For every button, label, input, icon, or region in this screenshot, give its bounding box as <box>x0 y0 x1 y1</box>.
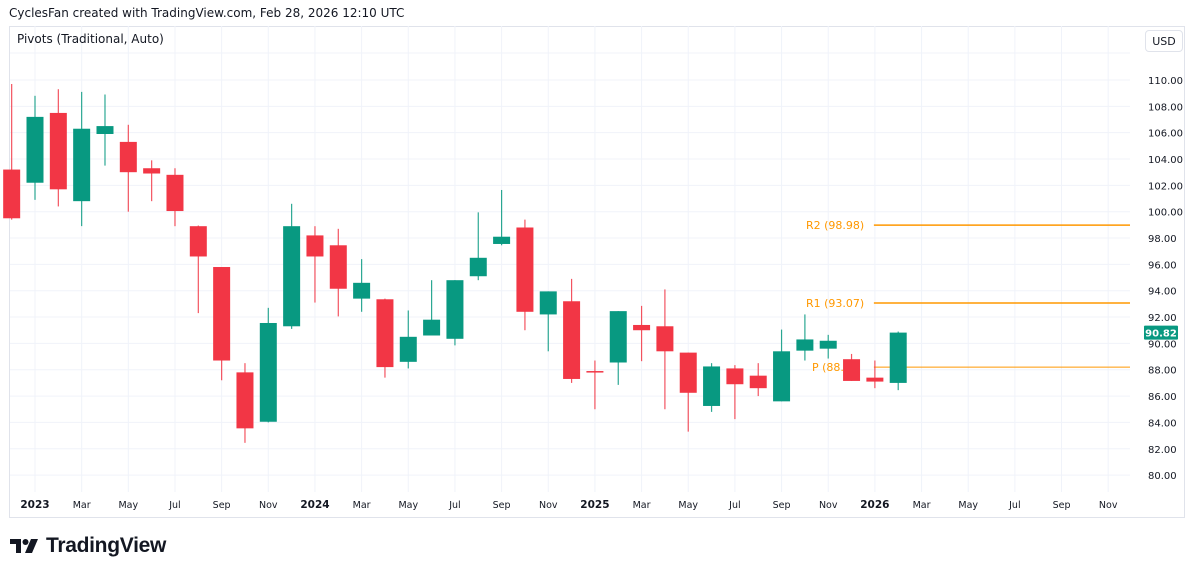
candle-body-down <box>563 301 581 379</box>
candle-body-up <box>609 311 627 363</box>
pivot-label-r1: R1 (93.07) <box>806 297 864 310</box>
tradingview-logo-icon <box>10 539 38 553</box>
price-tick-label: 88.00 <box>1148 366 1177 377</box>
time-tick-label: Jul <box>1008 500 1020 511</box>
candle-body-down <box>633 324 651 331</box>
currency-button[interactable]: USD <box>1145 30 1183 52</box>
candle-body-up <box>796 339 814 351</box>
candle-body-down <box>166 174 184 212</box>
time-axis: 2023 Mar May Jul Sep Nov 2024 Mar May Jul Sep Nov 20… <box>20 499 1117 511</box>
time-tick-label: May <box>118 500 138 511</box>
time-tick-label: Nov <box>539 500 558 511</box>
candle-body-down <box>49 112 67 190</box>
candle-body-up <box>423 319 441 336</box>
indicator-legend[interactable]: Pivots (Traditional, Auto) <box>17 32 164 46</box>
candle-body-down <box>306 235 324 257</box>
time-tick-label: Sep <box>773 500 791 511</box>
price-tick-label: 94.00 <box>1148 287 1177 298</box>
tradingview-logo[interactable]: TradingView <box>10 534 166 558</box>
time-tick-label: 2025 <box>580 499 609 511</box>
time-tick-label: Mar <box>913 500 931 511</box>
price-tick-label: 92.00 <box>1148 313 1177 324</box>
candle-body-down <box>843 359 861 381</box>
candle-body-up <box>819 340 837 349</box>
candle-body-down <box>329 245 347 289</box>
candle-body-up <box>283 226 301 327</box>
price-tick-label: 104.00 <box>1148 155 1183 166</box>
candle-body-down <box>656 326 674 352</box>
chart-frame <box>9 26 1185 518</box>
price-tick-label: 90.00 <box>1148 339 1177 350</box>
time-tick-label: May <box>678 500 698 511</box>
time-tick-label: Mar <box>73 500 91 511</box>
last-price-label: 90.82 <box>1145 329 1177 340</box>
candle-body-down <box>516 227 534 312</box>
tradingview-logo-text: TradingView <box>46 534 167 557</box>
time-tick-label: Sep <box>1053 500 1071 511</box>
candle-body-down <box>143 168 161 174</box>
time-tick-label: 2023 <box>20 499 49 511</box>
price-tick-label: 80.00 <box>1148 471 1177 482</box>
price-tick-label: 96.00 <box>1148 260 1177 271</box>
candle-body-up <box>96 126 114 134</box>
time-tick-label: Jul <box>728 500 740 511</box>
candle-body-down <box>213 267 231 361</box>
candle-body-down <box>236 372 254 429</box>
candle-body-down <box>3 169 21 219</box>
pivot-label-r2: R2 (98.98) <box>806 219 864 232</box>
candle-body-up <box>703 366 721 406</box>
candles <box>3 83 907 443</box>
candle-body-up <box>259 322 277 422</box>
candle-body-down <box>726 368 744 385</box>
price-tick-label: 84.00 <box>1148 418 1177 429</box>
time-tick-label: Nov <box>259 500 278 511</box>
time-tick-label: Sep <box>213 500 231 511</box>
price-tick-label: 82.00 <box>1148 445 1177 456</box>
time-tick-label: Jul <box>448 500 460 511</box>
candle-body-up <box>26 116 44 183</box>
candle-body-up <box>73 128 91 202</box>
last-price-marker: 90.82 <box>1144 325 1178 340</box>
price-tick-label: 100.00 <box>1148 208 1183 219</box>
price-tick-label: 98.00 <box>1148 234 1177 245</box>
candle-body-up <box>889 332 907 383</box>
candle-body-down <box>866 377 884 382</box>
last-price-badge <box>1144 325 1178 340</box>
candle-body-down <box>376 299 394 368</box>
time-tick-label: Nov <box>819 500 838 511</box>
price-tick-label: 102.00 <box>1148 181 1183 192</box>
price-tick-label: 108.00 <box>1148 102 1183 113</box>
candle-body-down <box>119 141 137 173</box>
time-tick-label: Nov <box>1099 500 1118 511</box>
candle-body-up <box>469 257 487 277</box>
candle-body-down <box>749 375 767 389</box>
time-tick-label: Sep <box>493 500 511 511</box>
price-tick-label: 106.00 <box>1148 129 1183 140</box>
candle-body-up <box>773 351 791 402</box>
candle-body-up <box>493 236 511 244</box>
price-tick-label: 110.00 <box>1148 76 1183 87</box>
time-tick-label: May <box>398 500 418 511</box>
time-tick-label: Jul <box>168 500 180 511</box>
pivot-levels: R2 (98.98) R1 (93.07) P (88. <box>806 219 1130 374</box>
candle-body-down <box>586 371 604 373</box>
candle-body-down <box>189 226 207 257</box>
time-tick-label: 2024 <box>300 499 329 511</box>
candle-body-up <box>539 291 557 315</box>
candle-body-up <box>399 336 417 362</box>
pivot-label-p: P (88. <box>812 361 844 374</box>
time-tick-label: May <box>958 500 978 511</box>
price-axis: 80.00 82.00 84.00 86.00 88.00 90.00 92.00 94.00… <box>1148 76 1183 482</box>
time-tick-label: Mar <box>353 500 371 511</box>
time-tick-label: 2026 <box>860 499 889 511</box>
price-tick-label: 86.00 <box>1148 392 1177 403</box>
candle-body-down <box>679 352 697 393</box>
candle-body-up <box>353 282 371 299</box>
chart-attribution: CyclesFan created with TradingView.com, … <box>9 6 405 20</box>
grid <box>10 26 1130 492</box>
time-tick-label: Mar <box>633 500 651 511</box>
candle-body-up <box>446 280 464 339</box>
